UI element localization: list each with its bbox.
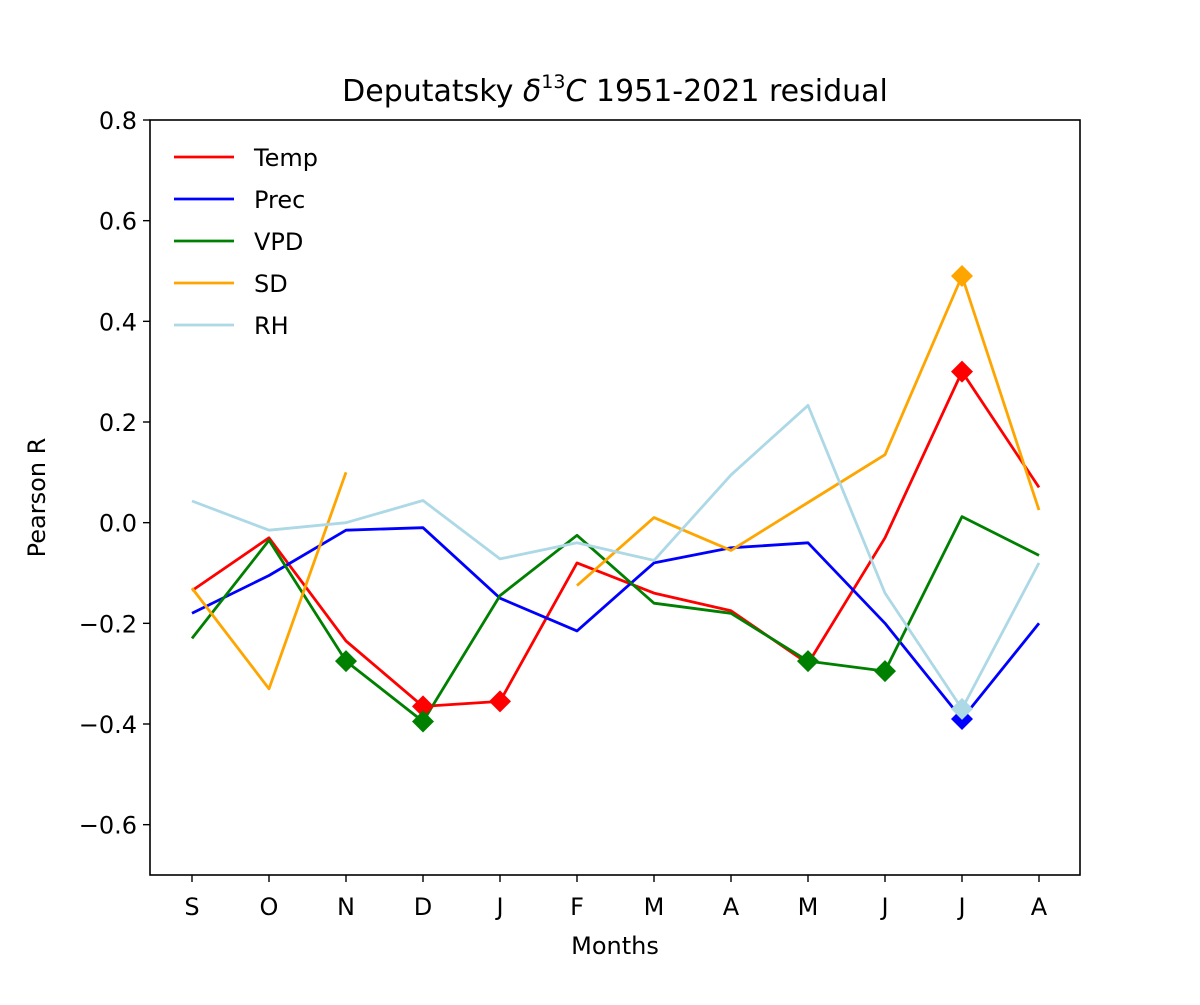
data-marker-vpd <box>797 650 819 673</box>
data-marker-temp <box>489 690 511 713</box>
title-element: C <box>565 74 586 109</box>
x-tick-label: D <box>414 893 432 921</box>
title-symbol: δ <box>523 74 541 109</box>
data-marker-rh <box>951 697 973 720</box>
legend-label: Prec <box>254 186 305 214</box>
x-tick-label: A <box>723 893 740 921</box>
x-tick-label: S <box>184 893 199 921</box>
legend: Temp Prec VPD SD RH <box>174 144 318 340</box>
series-line-sd <box>190 471 348 691</box>
y-tick-label: −0.6 <box>79 812 137 840</box>
y-tick-label: 0.6 <box>99 208 137 236</box>
data-marker-vpd <box>335 650 357 673</box>
title-suffix: 1951-2021 residual <box>586 74 887 109</box>
series-line-sd <box>576 274 1041 587</box>
series-line-rh <box>191 403 1041 711</box>
series-layer <box>190 274 1041 723</box>
y-tick-label: 0.8 <box>99 107 137 135</box>
y-axis: −0.6 −0.4 −0.2 0.0 0.2 0.4 0.6 0.8 <box>79 107 150 840</box>
title-prefix: Deputatsky <box>342 74 523 109</box>
x-tick-label: J <box>494 893 503 921</box>
chart-title: Deputatsky δ13C 1951-2021 residual <box>342 71 888 109</box>
y-axis-label: Pearson R <box>23 438 51 558</box>
legend-label: RH <box>254 312 289 340</box>
data-marker-vpd <box>412 710 434 733</box>
x-tick-label: J <box>956 893 965 921</box>
data-marker-vpd <box>874 660 896 683</box>
plot-area-frame <box>149 119 1081 876</box>
legend-label: SD <box>254 270 288 298</box>
x-tick-label: M <box>798 893 819 921</box>
y-tick-label: −0.2 <box>79 610 137 638</box>
y-tick-label: 0.4 <box>99 308 137 336</box>
x-axis-label: Months <box>571 932 659 960</box>
x-tick-label: M <box>644 893 665 921</box>
legend-label: VPD <box>254 228 303 256</box>
series-line-vpd <box>190 515 1040 723</box>
legend-label: Temp <box>253 144 318 172</box>
x-tick-label: O <box>260 893 279 921</box>
data-marker-temp <box>412 695 434 718</box>
x-tick-label: J <box>879 893 888 921</box>
y-tick-label: 0.2 <box>99 409 137 437</box>
x-tick-label: N <box>337 893 355 921</box>
y-tick-label: −0.4 <box>79 711 137 739</box>
data-marker-temp <box>951 360 973 383</box>
x-tick-label: F <box>570 893 584 921</box>
x-tick-label: A <box>1031 893 1048 921</box>
y-tick-label: 0.0 <box>99 510 137 538</box>
data-marker-sd <box>951 265 973 288</box>
series-line-temp <box>191 370 1041 708</box>
series-line-prec <box>191 526 1041 721</box>
marker-layer <box>335 265 973 733</box>
title-superscript: 13 <box>541 71 565 93</box>
